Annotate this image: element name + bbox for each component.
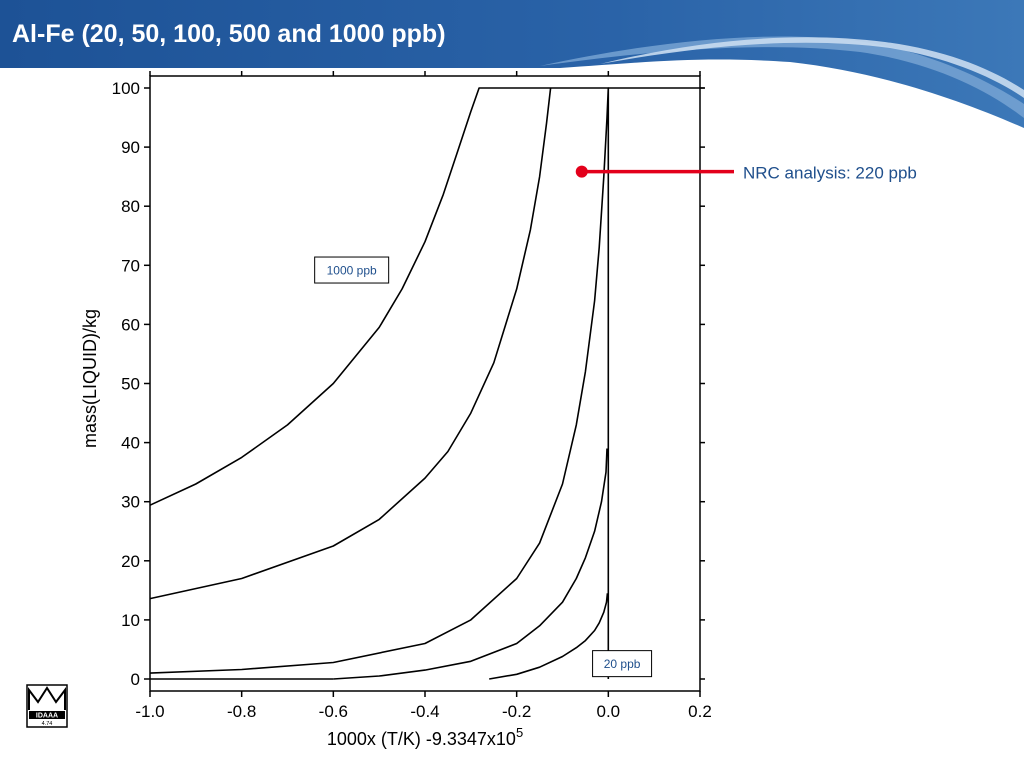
series-line-1: [149, 87, 705, 506]
y-axis-label: mass(LIQUID)/kg: [80, 309, 100, 448]
x-tick-label: 0.0: [597, 702, 621, 721]
series-line-2: [149, 87, 552, 600]
x-axis-label: 1000x (T/K) -9.3347x105: [327, 725, 523, 749]
banner-swoosh: [0, 0, 1024, 128]
y-tick-label: 60: [121, 315, 140, 334]
x-tick-label: -0.8: [227, 702, 256, 721]
y-tick-label: 90: [121, 138, 140, 157]
x-tick-label: -0.4: [410, 702, 439, 721]
idaaa-logo: IDAAA 4.74: [26, 684, 68, 728]
series-line-4: [333, 448, 608, 680]
y-tick-label: 50: [121, 375, 140, 394]
y-tick-label: 70: [121, 256, 140, 275]
box-label-frame: [314, 256, 390, 284]
x-tick-label: -1.0: [135, 702, 164, 721]
slide-title: Al-Fe (20, 50, 100, 500 and 1000 ppb): [12, 20, 446, 48]
box-label-text: 20 ppb: [604, 657, 641, 671]
series-line-5: [489, 593, 609, 680]
series-line-3: [149, 87, 610, 679]
y-tick-label: 30: [121, 493, 140, 512]
x-tick-label: -0.2: [502, 702, 531, 721]
x-tick-label: 0.2: [688, 702, 712, 721]
title-banner: Al-Fe (20, 50, 100, 500 and 1000 ppb): [0, 0, 1024, 130]
plot-frame: [149, 75, 701, 692]
annotation-text: NRC analysis: 220 ppb: [743, 164, 917, 183]
y-tick-label: 40: [121, 434, 140, 453]
y-tick-label: 100: [112, 79, 140, 98]
box-label-frame: [592, 650, 653, 678]
y-tick-label: 10: [121, 611, 140, 630]
y-tick-label: 20: [121, 552, 140, 571]
box-label-text: 1000 ppb: [327, 264, 377, 278]
logo-name: IDAAA: [36, 713, 58, 720]
annotation-point: [575, 165, 588, 178]
x-tick-label: -0.6: [319, 702, 348, 721]
logo-number: 4.74: [42, 721, 53, 727]
y-tick-label: 80: [121, 197, 140, 216]
y-tick-label: 0: [131, 670, 140, 689]
